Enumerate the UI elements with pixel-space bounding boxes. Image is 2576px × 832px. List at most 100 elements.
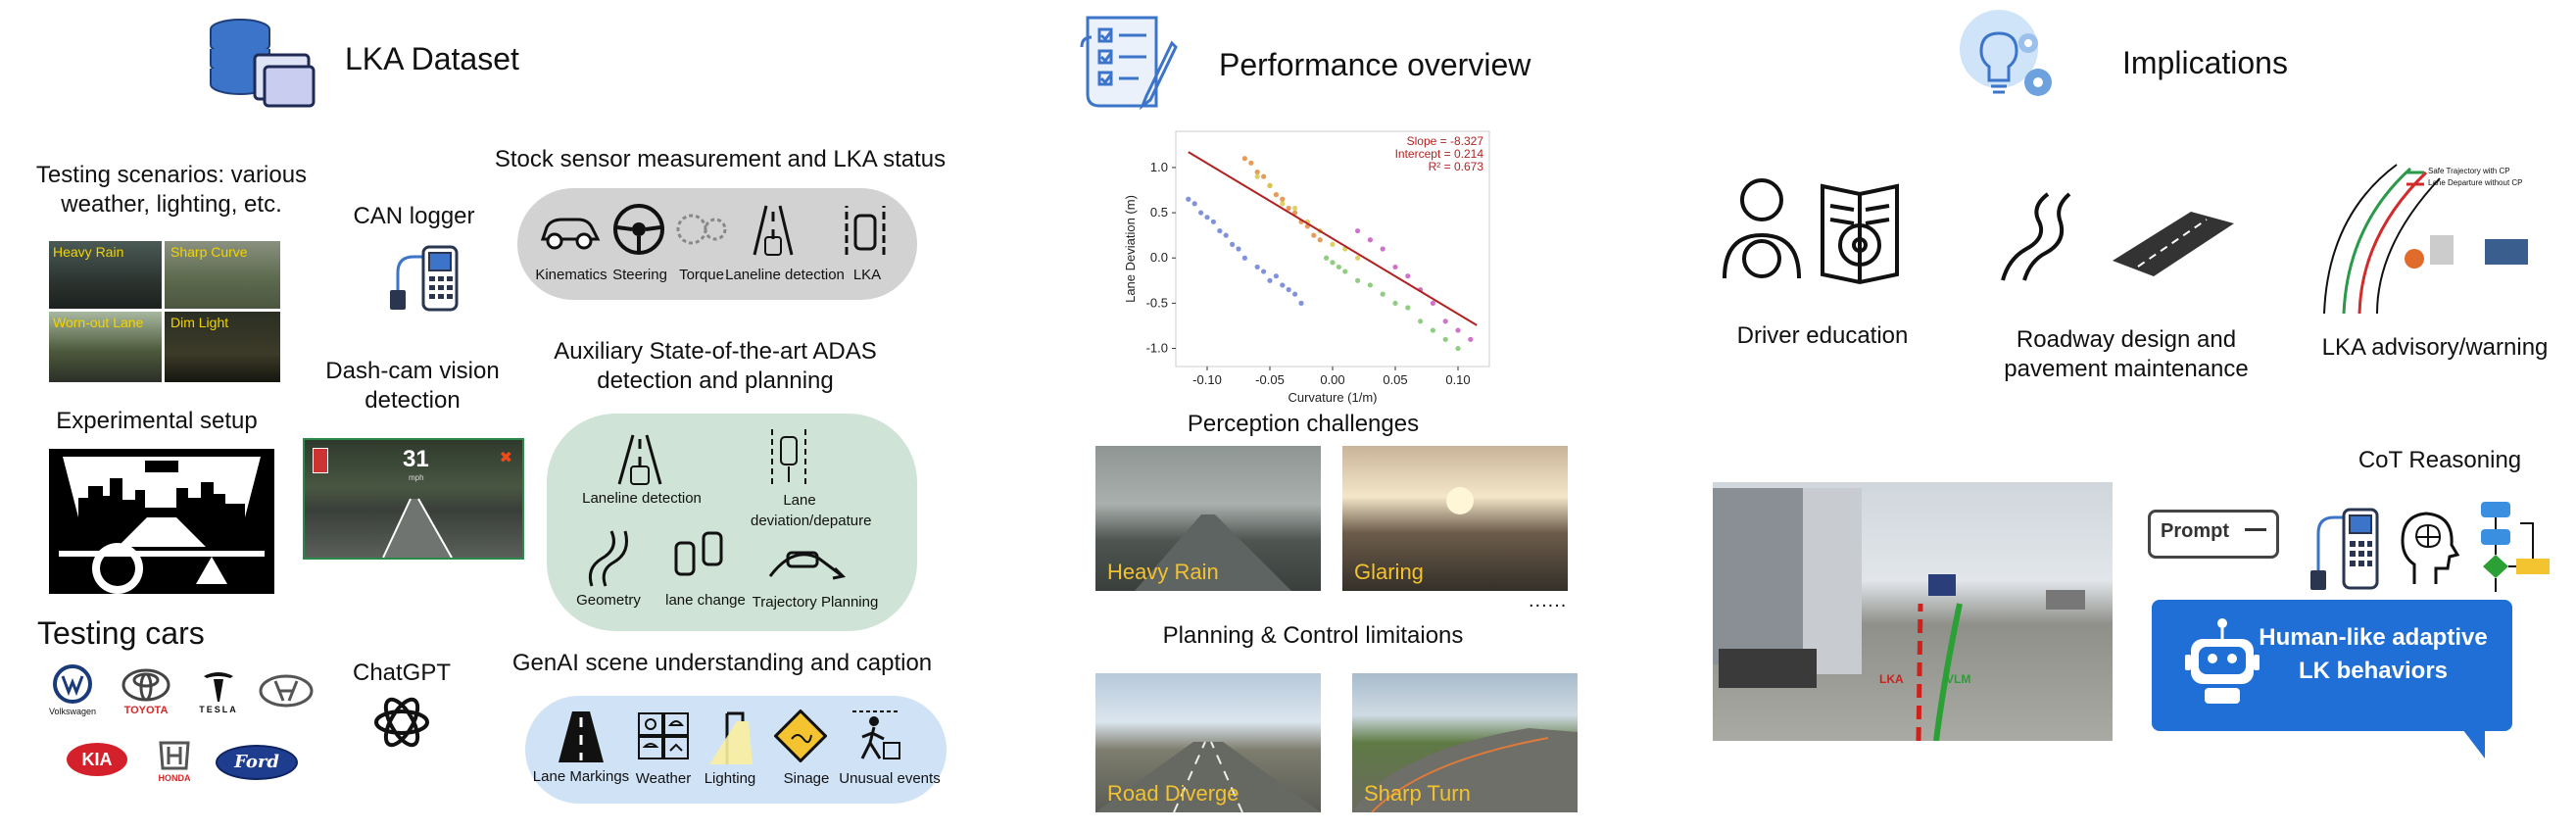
data-point	[1405, 305, 1411, 311]
can-logger-title: CAN logger	[353, 203, 475, 229]
planning-title: Planning & Control limitaions	[1162, 622, 1464, 649]
data-point	[1261, 269, 1267, 274]
data-point	[1248, 160, 1254, 166]
logo-text: TOYOTA	[123, 705, 169, 716]
brain-head-icon	[2397, 508, 2463, 586]
data-point	[1418, 318, 1424, 324]
prompt-cursor	[2245, 528, 2266, 531]
scenario-tile-dim-light: Dim Light	[165, 312, 280, 382]
cars-title: Testing cars	[37, 615, 205, 651]
stock-item-lka: LKA	[852, 267, 882, 283]
aux-item-laneline: Laneline detection	[582, 490, 702, 507]
x-axis-label: Curvature (1/m)	[1288, 390, 1377, 405]
database-icon	[206, 16, 318, 109]
data-point	[1342, 269, 1348, 274]
data-point	[1241, 255, 1247, 261]
logo-text: Volkswagen	[48, 707, 97, 716]
road-label-vlm: VLM	[1946, 672, 1971, 686]
genai-item-lane-markings: Lane Markings	[532, 768, 630, 785]
y-tick-label: -0.5	[1146, 295, 1168, 310]
torque-icon	[672, 206, 731, 256]
lane-deviation-icon	[764, 423, 813, 491]
scenario-tile-label: Sharp Curve	[170, 244, 248, 260]
dashcam-frame: 31 mph ✖	[303, 438, 524, 560]
speed-readout: 31	[403, 446, 429, 472]
hyundai-logo	[257, 674, 316, 710]
data-point	[1292, 205, 1298, 212]
ford-logo: Ford	[216, 745, 298, 780]
car-cockpit-illustration	[49, 449, 274, 594]
data-point	[1392, 264, 1398, 270]
data-point	[1292, 210, 1298, 216]
driver-education-icon	[1713, 176, 1919, 286]
scenario-tile-heavy-rain: Heavy Rain	[49, 241, 162, 309]
data-point	[1442, 318, 1448, 324]
can-logger-small-icon	[2305, 504, 2383, 592]
toyota-logo: TOYOTA	[116, 668, 176, 716]
weather-icon	[637, 711, 690, 767]
section-title-implications: Implications	[2122, 45, 2288, 80]
data-point	[1261, 173, 1267, 179]
data-point	[1267, 182, 1273, 188]
data-point	[1317, 237, 1323, 243]
image-caption: Heavy Rain	[1107, 560, 1219, 584]
logo-text: KIA	[67, 743, 127, 776]
data-point	[1241, 156, 1247, 162]
data-point	[1254, 173, 1260, 179]
perception-image-glaring: Glaring	[1342, 446, 1568, 591]
kia-logo: KIA	[67, 743, 131, 776]
regression-annotation: R² = 0.673	[1429, 160, 1484, 173]
more-ellipsis: ......	[1529, 590, 1568, 612]
data-point	[1330, 260, 1336, 266]
cot-title: CoT Reasoning	[2357, 447, 2522, 473]
scenarios-title: Testing scenarios: various weather, ligh…	[35, 162, 308, 218]
volkswagen-logo: Volkswagen	[43, 664, 102, 716]
data-point	[1455, 327, 1461, 333]
image-caption: Sharp Turn	[1364, 781, 1471, 806]
steering-icon	[611, 202, 666, 262]
geometry-icon	[582, 529, 635, 593]
planning-image-road-diverge: Road Diverge	[1095, 673, 1321, 812]
data-point	[1204, 215, 1210, 220]
genai-item-weather: Weather	[635, 770, 692, 787]
genai-title: GenAI scene understanding and caption	[511, 650, 933, 676]
aux-panel	[547, 414, 917, 631]
roadway-icon	[1999, 190, 2234, 284]
data-point	[1280, 201, 1286, 207]
data-point	[1230, 241, 1236, 247]
genai-item-lighting: Lighting	[704, 770, 756, 787]
data-point	[1273, 192, 1279, 198]
setup-title: Experimental setup	[56, 408, 258, 434]
y-tick-label: 0.5	[1150, 205, 1168, 220]
vlm-road-image: LKA VLM	[1713, 482, 2113, 741]
data-point	[1367, 237, 1373, 243]
aux-item-lane-change: lane change	[665, 592, 746, 609]
tesla-logo: TESLA	[194, 670, 243, 714]
honda-logo: HONDA	[147, 741, 202, 783]
data-point	[1392, 300, 1398, 306]
warning-icon: ✖	[499, 450, 512, 466]
data-point	[1186, 196, 1191, 202]
perception-image-heavy-rain: Heavy Rain	[1095, 446, 1321, 591]
checklist-icon	[1078, 8, 1191, 116]
data-point	[1223, 232, 1229, 238]
can-logger-icon	[378, 233, 466, 312]
data-point	[1254, 264, 1260, 270]
image-caption: Road Diverge	[1107, 781, 1239, 806]
advisory-map: Safe Trajectory with CP Lane Departure w…	[2318, 157, 2534, 315]
perception-title: Perception challenges	[1187, 411, 1420, 437]
trajectory-icon	[764, 529, 849, 589]
dashcam-title: Dash-cam vision detection	[325, 358, 500, 414]
x-tick-label: -0.05	[1255, 372, 1285, 387]
chatgpt-icon	[370, 691, 433, 754]
scenario-tile-label: Heavy Rain	[53, 244, 124, 260]
advisory-label: LKA advisory/warning	[2321, 334, 2549, 361]
driver-education-label: Driver education	[1736, 322, 1909, 349]
prompt-label: Prompt	[2161, 520, 2229, 542]
roadway-label: Roadway design and pavement maintenance	[2004, 326, 2249, 382]
data-point	[1430, 327, 1435, 333]
data-point	[1286, 286, 1291, 293]
data-point	[1336, 264, 1341, 270]
data-point	[1380, 246, 1385, 252]
data-point	[1210, 219, 1216, 224]
